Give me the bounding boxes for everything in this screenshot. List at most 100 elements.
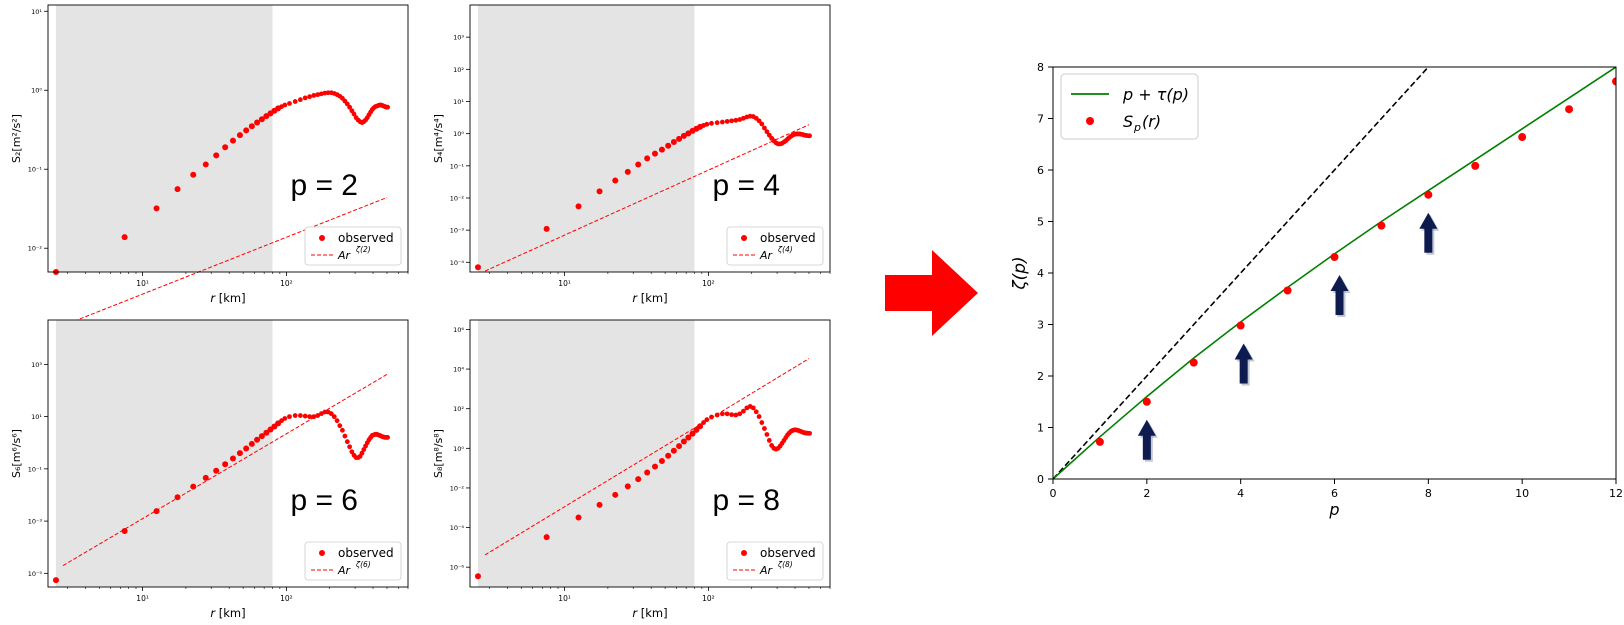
up-arrow-icon [1424, 226, 1433, 253]
y-tick-label: 10⁴ [453, 366, 464, 374]
data-point [724, 411, 730, 417]
data-point [709, 120, 714, 126]
data-point [359, 450, 365, 456]
x-tick-label: 10² [280, 279, 293, 288]
fit-line [62, 373, 388, 566]
x-tick-label: 10¹ [558, 279, 571, 288]
data-point [344, 439, 350, 445]
data-point [287, 414, 292, 420]
data-point [385, 104, 391, 110]
y-tick-label: 3 [1037, 319, 1044, 332]
data-point [302, 413, 308, 419]
legend-marker-observed [319, 235, 325, 241]
data-point [575, 203, 582, 210]
data-point [248, 123, 255, 130]
data-point [243, 127, 250, 134]
data-point [258, 433, 265, 440]
data-point [229, 455, 236, 462]
data-point [680, 132, 687, 139]
legend-label-fit-exponent: ζ(2) [355, 245, 371, 254]
x-axis-label: r [km] [210, 606, 245, 620]
data-point [644, 469, 651, 476]
data-point [292, 99, 298, 104]
data-point [349, 449, 355, 455]
series-point-sp [1377, 221, 1386, 230]
data-point [322, 409, 328, 415]
data-point [719, 119, 725, 125]
y-tick-label: 0 [1037, 473, 1044, 486]
data-point [750, 405, 756, 411]
x-axis-label-unit: [km] [215, 606, 246, 620]
x-tick-label: 6 [1331, 487, 1338, 500]
data-point [292, 413, 298, 418]
series-point-sp [1189, 358, 1198, 367]
panel-p6: 10¹ 10² 10⁻⁵ 10⁻³ 10⁻¹ 10¹ 10³ r [km] S₆[m⁶/s⁶] p… [10, 319, 409, 620]
data-point [315, 413, 321, 418]
y-tick-label: 10⁻¹ [450, 162, 465, 170]
data-point [704, 121, 710, 127]
legend-label-sp-subscript: p [1133, 121, 1141, 134]
x-axis-label-var: r [210, 291, 216, 305]
x-tick-label: 12 [1609, 487, 1623, 500]
panel-p8: 10¹ 10² 10⁻⁶ 10⁻⁴ 10⁻² 10⁰ 10² 10⁴ 10⁶ r [km] S₈[m… [432, 319, 831, 620]
data-point [733, 412, 739, 418]
axes-frame [47, 319, 409, 588]
data-point [334, 418, 340, 424]
data-point [807, 133, 813, 139]
up-arrow-icon [1335, 289, 1344, 316]
x-axis-label-var: r [632, 291, 638, 305]
data-point [676, 443, 683, 450]
data-point [612, 177, 619, 184]
data-point [351, 111, 357, 117]
legend-label-observed: observed [338, 231, 394, 245]
y-axis-label: S₆[m⁶/s⁶] [10, 429, 23, 478]
x-tick-label: 0 [1050, 487, 1057, 500]
data-point [701, 420, 706, 425]
data-point [282, 416, 288, 421]
up-arrow-icon-head [1234, 343, 1253, 360]
series-point-sp [1095, 437, 1104, 446]
x-tick-label: 10 [1515, 487, 1529, 500]
x-tick-label: 4 [1237, 487, 1244, 500]
legend: observed Ar ζ(2) [304, 226, 402, 266]
data-point [328, 411, 334, 417]
data-point [759, 121, 765, 127]
x-tick-label: 10¹ [558, 594, 571, 603]
data-point [202, 474, 209, 481]
p-annotation: p = 2 [290, 169, 358, 202]
y-tick-label: 10⁻² [450, 484, 465, 492]
x-tick-label: 10¹ [136, 594, 149, 603]
series-point-sp [1330, 253, 1339, 262]
data-point [213, 467, 220, 474]
data-point [759, 420, 765, 425]
y-tick-label: 10⁻⁵ [28, 570, 43, 578]
data-point [729, 412, 735, 418]
legend-label-model: p + τ(p) [1122, 85, 1189, 104]
data-point [190, 171, 197, 178]
y-tick-label: 5 [1037, 216, 1044, 229]
data-point [236, 450, 243, 457]
x-axis-label-unit: [km] [215, 291, 246, 305]
y-tick-label: 7 [1037, 113, 1044, 126]
data-point [685, 434, 692, 441]
legend-label-observed: observed [338, 546, 394, 560]
data-point [764, 432, 770, 437]
x-axis-label: r [km] [632, 291, 667, 305]
y-tick-label: 10² [453, 66, 464, 74]
y-tick-label: 8 [1037, 61, 1044, 74]
data-point [52, 577, 59, 584]
y-tick-label: 10¹ [31, 8, 42, 16]
series-point-sp [1283, 286, 1292, 295]
data-point [704, 417, 710, 423]
data-point [263, 429, 270, 436]
data-point [543, 225, 550, 232]
shaded-range [477, 5, 695, 272]
legend: observed Ar ζ(8) [726, 541, 824, 581]
series-point-sp [1471, 161, 1480, 170]
data-point [121, 527, 128, 534]
shaded-range [55, 320, 273, 587]
x-tick-label: 8 [1425, 487, 1432, 500]
legend-label-observed: observed [760, 546, 816, 560]
